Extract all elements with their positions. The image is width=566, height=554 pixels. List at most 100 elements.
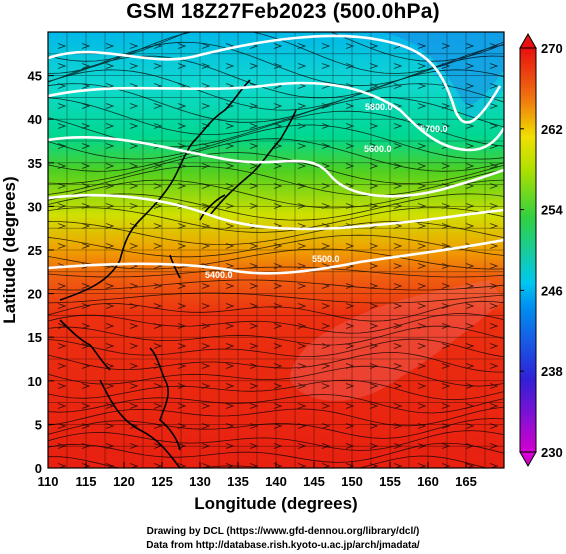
flow-arrow bbox=[105, 43, 115, 49]
flow-arrow bbox=[153, 203, 163, 209]
flow-arrow bbox=[489, 243, 499, 249]
flow-arrow bbox=[441, 123, 451, 129]
flow-arrow bbox=[225, 383, 235, 389]
flow-arrow bbox=[321, 323, 331, 329]
flow-arrow bbox=[369, 363, 379, 369]
streamline bbox=[48, 338, 504, 358]
flow-arrow bbox=[57, 123, 67, 129]
flow-arrow bbox=[249, 183, 259, 189]
flow-arrow bbox=[417, 103, 427, 109]
flow-arrow bbox=[465, 183, 475, 189]
flow-arrow bbox=[345, 63, 355, 69]
flow-arrow bbox=[105, 323, 115, 329]
x-tick-label: 150 bbox=[341, 474, 363, 489]
flow-arrow bbox=[321, 103, 331, 109]
flow-arrow bbox=[441, 443, 451, 449]
flow-arrow bbox=[393, 263, 403, 269]
flow-arrow bbox=[441, 343, 451, 349]
flow-arrow bbox=[273, 423, 283, 429]
flow-arrow bbox=[273, 263, 283, 269]
flow-arrow bbox=[249, 263, 259, 269]
flow-arrow bbox=[57, 163, 67, 169]
flow-arrow bbox=[369, 283, 379, 289]
colorbar-scale bbox=[519, 47, 537, 453]
flow-arrow bbox=[489, 203, 499, 209]
flow-arrow bbox=[249, 343, 259, 349]
y-tick-label: 30 bbox=[28, 199, 42, 214]
flow-arrow bbox=[153, 183, 163, 189]
flow-arrow bbox=[225, 423, 235, 429]
streamlines bbox=[48, 32, 504, 468]
flow-arrow bbox=[225, 143, 235, 149]
streamline bbox=[48, 418, 504, 439]
flow-arrow bbox=[345, 243, 355, 249]
flow-arrow bbox=[369, 423, 379, 429]
flow-arrow bbox=[57, 43, 67, 49]
flow-arrow bbox=[177, 383, 187, 389]
flow-arrow bbox=[225, 123, 235, 129]
flow-arrow bbox=[441, 363, 451, 369]
flow-arrow bbox=[321, 303, 331, 309]
flow-arrow bbox=[153, 163, 163, 169]
flow-arrow bbox=[465, 163, 475, 169]
flow-arrow bbox=[129, 143, 139, 149]
flow-arrow bbox=[417, 303, 427, 309]
flow-arrow bbox=[369, 303, 379, 309]
flow-arrow bbox=[369, 123, 379, 129]
colorbar-max-arrow bbox=[519, 32, 537, 49]
flow-arrow bbox=[465, 343, 475, 349]
flow-arrow bbox=[249, 363, 259, 369]
flow-arrow bbox=[129, 123, 139, 129]
colorbar: 230 238 246 254 262 270 bbox=[519, 32, 563, 468]
flow-arrow bbox=[297, 383, 307, 389]
flow-arrow bbox=[57, 63, 67, 69]
streamline bbox=[48, 266, 504, 278]
flow-arrow bbox=[153, 283, 163, 289]
flow-arrow bbox=[489, 303, 499, 309]
flow-arrow bbox=[321, 243, 331, 249]
flow-arrow bbox=[249, 383, 259, 389]
flow-arrow bbox=[345, 203, 355, 209]
flow-arrow bbox=[153, 243, 163, 249]
flow-arrow bbox=[225, 283, 235, 289]
y-tick-label: 10 bbox=[28, 374, 42, 389]
credit-drawing: Drawing by DCL (https://www.gfd-dennou.o… bbox=[146, 526, 420, 537]
flow-arrow bbox=[417, 183, 427, 189]
flow-arrow bbox=[201, 423, 211, 429]
flow-arrow bbox=[321, 63, 331, 69]
contour-label: 5700.0 bbox=[420, 124, 448, 134]
flow-arrow bbox=[249, 423, 259, 429]
flow-arrow bbox=[489, 103, 499, 109]
contour-line bbox=[48, 81, 504, 152]
colorbar-tick-label: 262 bbox=[541, 122, 563, 137]
flow-arrow bbox=[249, 403, 259, 409]
flow-arrow bbox=[129, 363, 139, 369]
flow-arrow bbox=[177, 143, 187, 149]
contour-line bbox=[48, 34, 502, 124]
flow-arrow bbox=[177, 363, 187, 369]
flow-arrow bbox=[369, 263, 379, 269]
flow-arrow bbox=[177, 443, 187, 449]
flow-arrow bbox=[369, 163, 379, 169]
flow-arrow bbox=[441, 223, 451, 229]
flow-arrow bbox=[441, 43, 451, 49]
streamline bbox=[48, 220, 504, 246]
flow-arrow bbox=[249, 323, 259, 329]
flow-arrow bbox=[201, 243, 211, 249]
flow-arrow bbox=[153, 423, 163, 429]
flow-arrow bbox=[177, 63, 187, 69]
streamline bbox=[48, 234, 504, 258]
y-tick-label: 25 bbox=[28, 243, 42, 258]
x-tick-label: 160 bbox=[417, 474, 439, 489]
flow-arrow bbox=[345, 423, 355, 429]
flow-arrow bbox=[201, 43, 211, 49]
flow-arrow bbox=[417, 283, 427, 289]
flow-arrow bbox=[105, 303, 115, 309]
flow-arrow bbox=[81, 243, 91, 249]
flow-arrow bbox=[441, 383, 451, 389]
flow-arrow bbox=[441, 403, 451, 409]
flow-arrow bbox=[369, 383, 379, 389]
streamline bbox=[48, 442, 504, 463]
streamline bbox=[48, 207, 504, 233]
